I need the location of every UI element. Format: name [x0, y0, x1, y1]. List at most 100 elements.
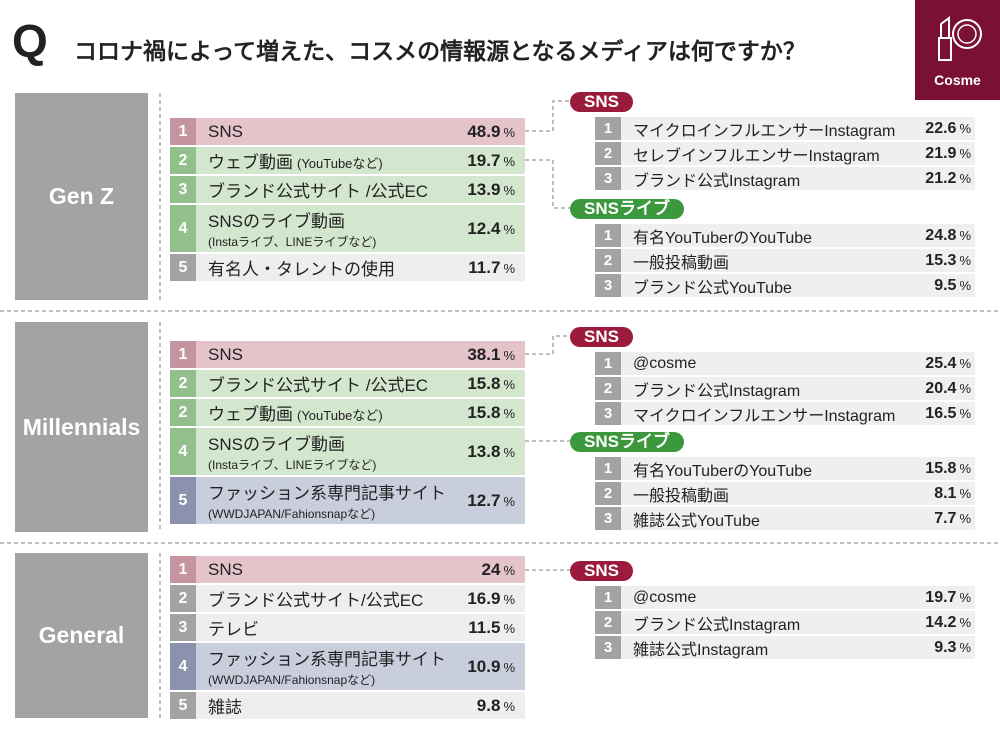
- detail-row: 3 ブランド公式YouTube 9.5%: [595, 274, 975, 297]
- row-label: ブランド公式サイト /公式EC: [208, 182, 429, 201]
- rank: 2: [170, 147, 196, 174]
- value-number: 12.4: [467, 218, 501, 238]
- row-cell: 有名YouTuberのYouTube 24.8%: [621, 224, 975, 247]
- row-label: @cosme: [633, 354, 697, 372]
- row-label-line: ブランド公式サイト /公式EC: [208, 371, 525, 396]
- unit: %: [503, 405, 515, 421]
- value-number: 38.1: [467, 344, 501, 364]
- unit: %: [959, 252, 971, 268]
- section-label: Gen Z: [15, 93, 148, 300]
- unit: %: [959, 614, 971, 630]
- value-number: 24: [481, 559, 501, 579]
- rank: 3: [595, 636, 621, 659]
- rank: 2: [595, 482, 621, 505]
- unit: %: [959, 405, 971, 421]
- rank: 2: [595, 611, 621, 634]
- rank: 5: [170, 477, 196, 524]
- detail-label: SNS: [570, 561, 633, 581]
- detail-row: 2 ブランド公式Instagram 20.4%: [595, 377, 975, 400]
- rank: 1: [595, 457, 621, 480]
- row-label-line: テレビ: [208, 615, 525, 640]
- row-cell: SNSのライブ動画 (Instaライブ、LINEライブなど) 13.8%: [196, 428, 525, 475]
- value-number: 15.8: [467, 402, 501, 422]
- row-note: (YouTubeなど): [297, 156, 383, 171]
- detail-label: SNSライブ: [570, 432, 684, 452]
- detail-row: 1 有名YouTuberのYouTube 15.8%: [595, 457, 975, 480]
- rank: 4: [170, 205, 196, 252]
- row-value: 38.1%: [467, 345, 515, 365]
- rank: 1: [170, 118, 196, 145]
- row-label: ファッション系専門記事サイト: [208, 650, 446, 669]
- unit: %: [959, 170, 971, 186]
- value-number: 19.7: [467, 150, 501, 170]
- row-label: SNS: [208, 344, 243, 364]
- unit: %: [503, 591, 515, 607]
- badge-icon: [938, 16, 982, 61]
- row-value: 9.5%: [934, 277, 971, 295]
- detail-row: 3 マイクロインフルエンサーInstagram 16.5%: [595, 402, 975, 425]
- section-label: Millennials: [15, 322, 148, 532]
- row-label: マイクロインフルエンサーInstagram: [633, 122, 896, 140]
- row-label-line: ブランド公式サイト/公式EC: [208, 586, 525, 611]
- row-cell: テレビ 11.5%: [196, 614, 525, 641]
- row-cell: @cosme 25.4%: [621, 352, 975, 375]
- row-sub: (Instaライブ、LINEライブなど): [208, 458, 377, 472]
- row-cell: @cosme 19.7%: [621, 586, 975, 609]
- value-number: 16.9: [467, 588, 501, 608]
- row-label-line: ウェブ動画 (YouTubeなど): [208, 400, 525, 425]
- rank: 1: [170, 341, 196, 368]
- detail-row: 2 セレブインフルエンサーInstagram 21.9%: [595, 142, 975, 165]
- ranking-row: 5 ファッション系専門記事サイト (WWDJAPAN/Fahionsnapなど) 12…: [170, 477, 525, 524]
- q-mark: Q: [12, 15, 48, 67]
- row-label-line: SNS: [208, 345, 525, 365]
- row-cell: 有名YouTuberのYouTube 15.8%: [621, 457, 975, 480]
- unit: %: [959, 380, 971, 396]
- row-label-line: ファッション系専門記事サイト: [208, 479, 525, 504]
- rank: 4: [170, 643, 196, 690]
- row-value: 8.1%: [934, 485, 971, 503]
- value-number: 9.8: [476, 695, 501, 715]
- row-value: 11.7%: [468, 258, 515, 278]
- rank: 3: [595, 274, 621, 297]
- rank: 2: [170, 370, 196, 397]
- row-cell: ウェブ動画 (YouTubeなど) 19.7%: [196, 147, 525, 174]
- row-label: テレビ: [208, 620, 259, 639]
- row-cell: SNS 24%: [196, 556, 525, 583]
- value-number: 9.5: [934, 276, 957, 294]
- ranking-row: 1 SNS 38.1%: [170, 341, 525, 368]
- section-label: General: [15, 553, 148, 718]
- unit: %: [959, 639, 971, 655]
- row-label: @cosme: [633, 588, 697, 606]
- ranking-row: 3 ブランド公式サイト /公式EC 13.9%: [170, 176, 525, 203]
- unit: %: [503, 221, 515, 237]
- row-label: 雑誌公式Instagram: [633, 641, 769, 659]
- value-number: 14.2: [925, 613, 957, 631]
- row-label: ブランド公式サイト /公式EC: [208, 376, 429, 395]
- detail-label: SNSライブ: [570, 199, 684, 219]
- ranking-row: 5 有名人・タレントの使用 11.7%: [170, 254, 525, 281]
- rank: 3: [595, 402, 621, 425]
- value-number: 20.4: [925, 379, 957, 397]
- row-value: 16.5%: [925, 405, 971, 423]
- row-label: 一般投稿動画: [633, 254, 730, 272]
- rank: 2: [595, 142, 621, 165]
- detail-row: 3 雑誌公式YouTube 7.7%: [595, 507, 975, 530]
- row-label: 雑誌公式YouTube: [633, 512, 760, 530]
- detail-row: 2 一般投稿動画 15.3%: [595, 249, 975, 272]
- ranking-row: 4 ファッション系専門記事サイト (WWDJAPAN/Fahionsnapなど) 10…: [170, 643, 525, 690]
- row-cell: 雑誌公式YouTube 7.7%: [621, 507, 975, 530]
- unit: %: [959, 120, 971, 136]
- value-number: 9.3: [934, 638, 957, 656]
- row-value: 15.3%: [925, 252, 971, 270]
- value-number: 25.4: [925, 354, 957, 372]
- badge: Cosme: [915, 0, 1000, 100]
- row-value: 12.7%: [467, 491, 515, 511]
- row-value: 16.9%: [467, 589, 515, 609]
- rank: 3: [595, 167, 621, 190]
- rank: 2: [170, 399, 196, 426]
- row-cell: ブランド公式サイト/公式EC 16.9%: [196, 585, 525, 612]
- value-number: 15.8: [925, 459, 957, 477]
- detail-row: 2 一般投稿動画 8.1%: [595, 482, 975, 505]
- unit: %: [503, 124, 515, 140]
- row-label-line: 有名人・タレントの使用: [208, 255, 525, 280]
